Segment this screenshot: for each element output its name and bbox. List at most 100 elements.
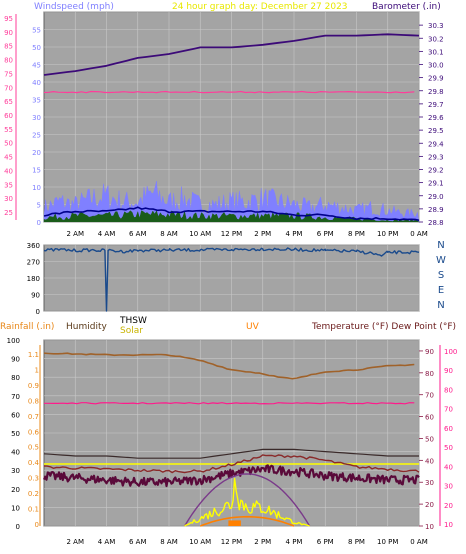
windspeed-average-series: [43, 210, 420, 223]
temperature-high-series: [43, 454, 420, 474]
time-tick-label: 0 AM: [410, 538, 428, 546]
time-tick-label: 4 AM: [98, 230, 116, 238]
thsw-series: [43, 448, 419, 459]
humidity-tick-label: 90: [11, 356, 20, 364]
temperature-tick-label: 50: [425, 435, 434, 443]
temperature-tick-label: 70: [425, 392, 434, 400]
dewpoint-tick-label: 100: [444, 348, 457, 356]
barometer-series: [43, 33, 420, 76]
compass-label-s: S: [438, 270, 444, 281]
humidity-tick-label: 40: [4, 167, 13, 175]
time-tick-label: 10 AM: [189, 230, 211, 238]
humidity-tick-label: 75: [4, 70, 13, 78]
barometer-reference-series: [43, 90, 415, 94]
humidity-tick-label: 25: [4, 209, 13, 217]
temperature-tick-label: 90: [425, 348, 434, 356]
humidity-tick-label: 85: [4, 43, 13, 51]
dewpoint-tick-label: 20: [444, 502, 453, 510]
windspeed-axis-title: Windspeed (mph): [34, 2, 114, 12]
humidity-tick-label: 80: [4, 57, 13, 65]
time-tick-label: 8 PM: [348, 538, 365, 546]
humidity-tick-label: 50: [11, 430, 20, 438]
temperature-tick-label: 80: [425, 370, 434, 378]
temperature-tick-label: 20: [425, 501, 434, 509]
rain-tick-label: 0.7: [28, 413, 39, 421]
barometer-tick-label: 28.8: [428, 219, 444, 227]
rain-tick-label: 1: [35, 366, 39, 374]
rain-tick-label: 1.1: [28, 351, 39, 359]
barometer-tick-label: 29.8: [428, 88, 444, 96]
barometer-tick-label: 29.0: [428, 193, 444, 201]
uv-series: [200, 515, 295, 527]
time-tick-label: 8 PM: [348, 230, 365, 238]
barometer-tick-label: 29.3: [428, 153, 444, 161]
humidity-tick-label: 80: [11, 374, 20, 382]
direction-tick-label: 270: [27, 259, 40, 267]
time-tick-label: 4 PM: [286, 230, 303, 238]
humidity-tick-label: 30: [11, 467, 20, 475]
temperature-tick-label: 10: [425, 523, 434, 531]
solar-legend-label: Solar: [120, 326, 143, 336]
wind-tick-label: 25: [32, 132, 41, 140]
dewpoint-tick-label: 50: [444, 444, 453, 452]
compass-label-n: N: [437, 240, 444, 251]
compass-label-e: E: [438, 285, 444, 296]
dewpoint-series: [44, 402, 415, 405]
barometer-tick-label: 29.6: [428, 114, 444, 122]
time-tick-label: 6 PM: [317, 230, 334, 238]
wind-tick-label: 5: [37, 202, 41, 210]
rain-tick-label: 0.9: [28, 382, 39, 390]
rain-tick-label: 0.8: [28, 397, 39, 405]
time-tick-label: 12 PM: [221, 538, 242, 546]
temperature-axis-title: Temperature (°F) Dew Point (°F): [311, 322, 456, 332]
compass-label-n: N: [437, 300, 444, 311]
wind-tick-label: 50: [32, 44, 41, 52]
wind-direction-series: [43, 247, 420, 312]
temperature-tick-label: 60: [425, 414, 434, 422]
humidity-tick-label: 0: [16, 523, 20, 531]
wind-tick-label: 55: [32, 27, 41, 35]
time-tick-label: 6 PM: [317, 538, 334, 546]
humidity-tick-label: 70: [11, 393, 20, 401]
humidity-tick-label: 10: [11, 504, 20, 512]
wind-tick-label: 45: [32, 62, 41, 70]
wind-tick-label: 30: [32, 114, 41, 122]
time-tick-label: 8 AM: [160, 230, 178, 238]
barometer-tick-label: 29.7: [428, 101, 444, 109]
rain-tick-label: 0.3: [28, 475, 39, 483]
humidity-tick-label: 100: [7, 337, 20, 345]
time-tick-label: 2 PM: [254, 538, 271, 546]
humidity-tick-label: 60: [4, 112, 13, 120]
humidity-tick-label: 70: [4, 84, 13, 92]
wind-tick-label: 40: [32, 79, 41, 87]
direction-tick-label: 180: [27, 275, 40, 283]
barometer-tick-label: 29.9: [428, 75, 444, 83]
barometer-axis-title: Barometer (.in): [372, 2, 441, 12]
humidity-tick-label: 20: [11, 486, 20, 494]
rain-tick-label: 0.2: [28, 490, 39, 498]
time-tick-label: 2 AM: [66, 538, 84, 546]
direction-tick-label: 90: [31, 292, 40, 300]
humidity-tick-label: 40: [11, 449, 20, 457]
chart-title: 24 hour graph day: December 27 2023: [172, 2, 348, 12]
time-tick-label: 6 AM: [129, 538, 147, 546]
wind-tick-label: 20: [32, 149, 41, 157]
time-tick-label: 12 PM: [221, 230, 242, 238]
time-tick-label: 6 AM: [129, 230, 147, 238]
time-tick-label: 4 AM: [98, 538, 116, 546]
dewpoint-tick-label: 80: [444, 386, 453, 394]
rain-tick-label: 0.5: [28, 444, 39, 452]
rain-tick-label: 0.1: [28, 506, 39, 514]
time-tick-label: 8 AM: [160, 538, 178, 546]
wind-tick-label: 35: [32, 97, 41, 105]
barometer-tick-label: 29.1: [428, 180, 444, 188]
humidity-tick-label: 90: [4, 29, 13, 37]
temperature-tick-label: 30: [425, 479, 434, 487]
humidity-tick-label: 65: [4, 98, 13, 106]
humidity-tick-label: 55: [4, 126, 13, 134]
rain-tick-label: 0.4: [28, 459, 40, 467]
direction-tick-label: 360: [27, 242, 40, 250]
dewpoint-tick-label: 30: [444, 483, 453, 491]
wind-tick-label: 10: [32, 184, 41, 192]
